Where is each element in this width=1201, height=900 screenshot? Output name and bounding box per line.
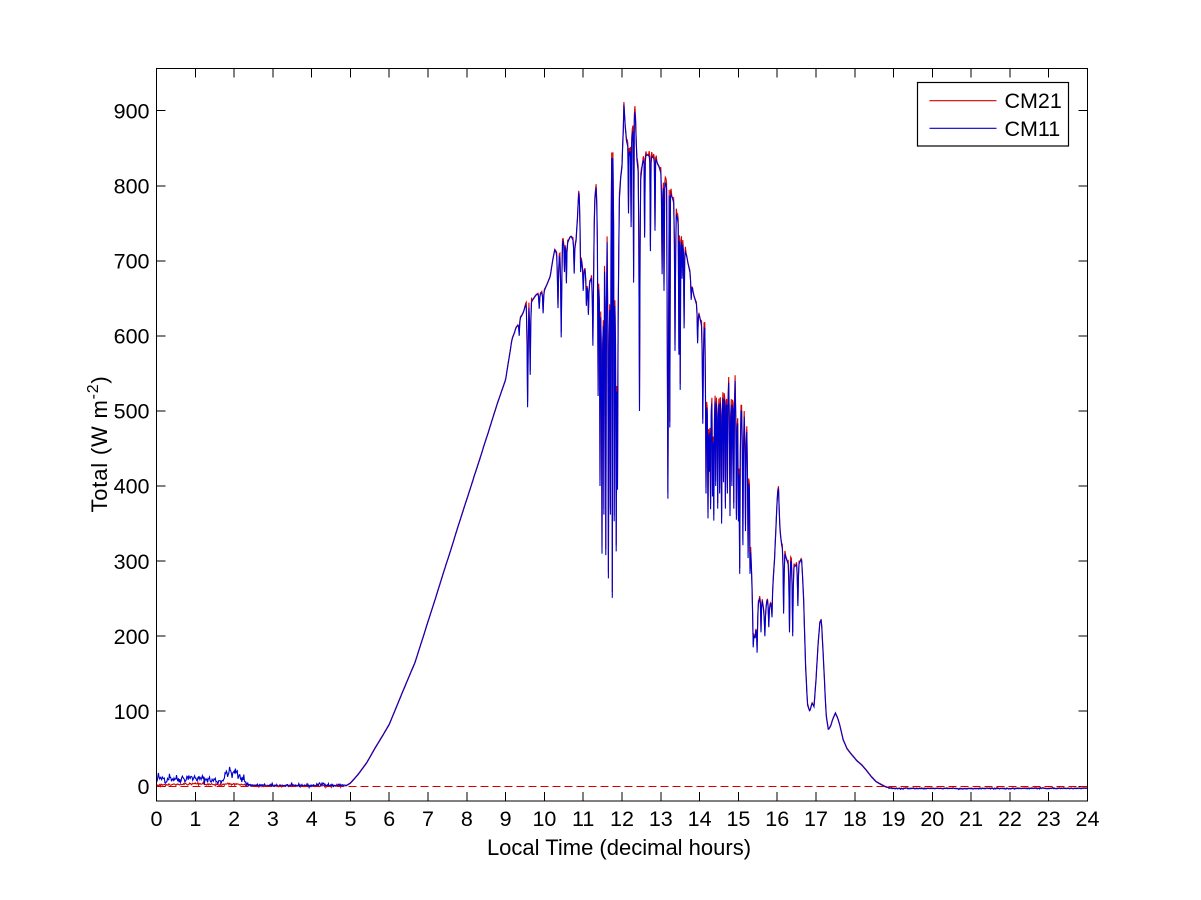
svg-text:11: 11: [572, 807, 594, 831]
svg-text:500: 500: [114, 400, 150, 424]
svg-text:23: 23: [1037, 807, 1061, 831]
svg-text:9: 9: [500, 807, 512, 831]
svg-text:600: 600: [114, 325, 150, 349]
svg-text:15: 15: [726, 807, 750, 831]
svg-text:14: 14: [688, 807, 712, 831]
svg-text:17: 17: [804, 807, 828, 831]
svg-text:Local Time (decimal hours): Local Time (decimal hours): [487, 835, 751, 860]
svg-text:900: 900: [114, 99, 150, 123]
svg-text:1: 1: [189, 807, 201, 831]
svg-text:2: 2: [228, 807, 240, 831]
svg-text:400: 400: [114, 475, 150, 499]
svg-text:200: 200: [114, 625, 150, 649]
svg-text:24: 24: [1076, 807, 1100, 831]
svg-text:8: 8: [461, 807, 473, 831]
svg-text:6: 6: [383, 807, 395, 831]
svg-text:5: 5: [345, 807, 357, 831]
svg-text:100: 100: [114, 700, 150, 724]
svg-text:CM21: CM21: [1005, 89, 1062, 113]
svg-text:10: 10: [532, 807, 556, 831]
svg-text:22: 22: [998, 807, 1022, 831]
svg-text:20: 20: [920, 807, 944, 831]
svg-text:12: 12: [610, 807, 634, 831]
svg-text:21: 21: [959, 807, 983, 831]
svg-text:700: 700: [114, 250, 150, 274]
svg-text:0: 0: [138, 775, 150, 799]
svg-text:300: 300: [114, 550, 150, 574]
svg-text:0: 0: [151, 807, 163, 831]
svg-text:16: 16: [765, 807, 789, 831]
svg-text:13: 13: [649, 807, 673, 831]
svg-text:CM11: CM11: [1005, 117, 1061, 141]
svg-text:19: 19: [882, 807, 906, 831]
svg-text:3: 3: [267, 807, 279, 831]
svg-text:800: 800: [114, 175, 150, 199]
svg-text:18: 18: [843, 807, 867, 831]
svg-text:4: 4: [306, 807, 318, 831]
svg-text:7: 7: [422, 807, 434, 831]
